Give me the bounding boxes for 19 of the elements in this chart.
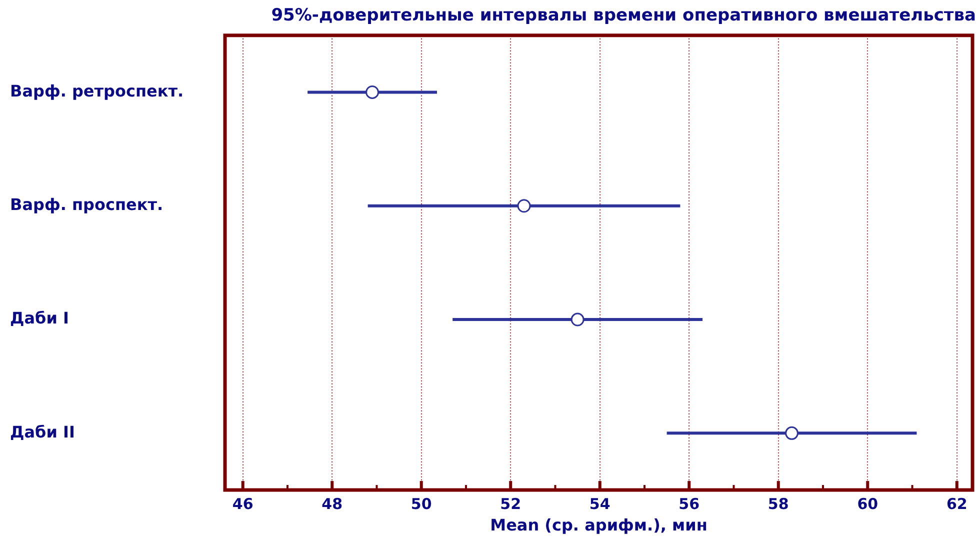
point (517, 199, 531, 213)
x-tick-label: 58 (768, 494, 789, 513)
x-tick-label: 60 (857, 494, 878, 513)
chart-title: 95%-доверительные интервалы времени оперативного вмешательства (271, 6, 976, 26)
point (785, 426, 799, 440)
x-tick-label: 48 (322, 494, 343, 513)
x-tick-label: 46 (232, 494, 254, 513)
y-tick-label: Варф. ретроспект. (10, 81, 184, 100)
x-tick-label: 56 (678, 494, 700, 513)
x-tick-label: 54 (589, 494, 610, 513)
x-axis-title: Mean (ср. арифм.), мин (490, 516, 708, 535)
y-tick-label: Варф. проспект. (10, 195, 164, 214)
x-tick-label: 62 (946, 494, 968, 513)
x-tick-label: 50 (410, 494, 432, 513)
y-tick-label: Даби II (10, 422, 75, 442)
x-tick-label: 52 (500, 494, 522, 513)
point (366, 85, 380, 99)
y-tick-label: Даби I (10, 308, 69, 328)
point (570, 312, 584, 326)
